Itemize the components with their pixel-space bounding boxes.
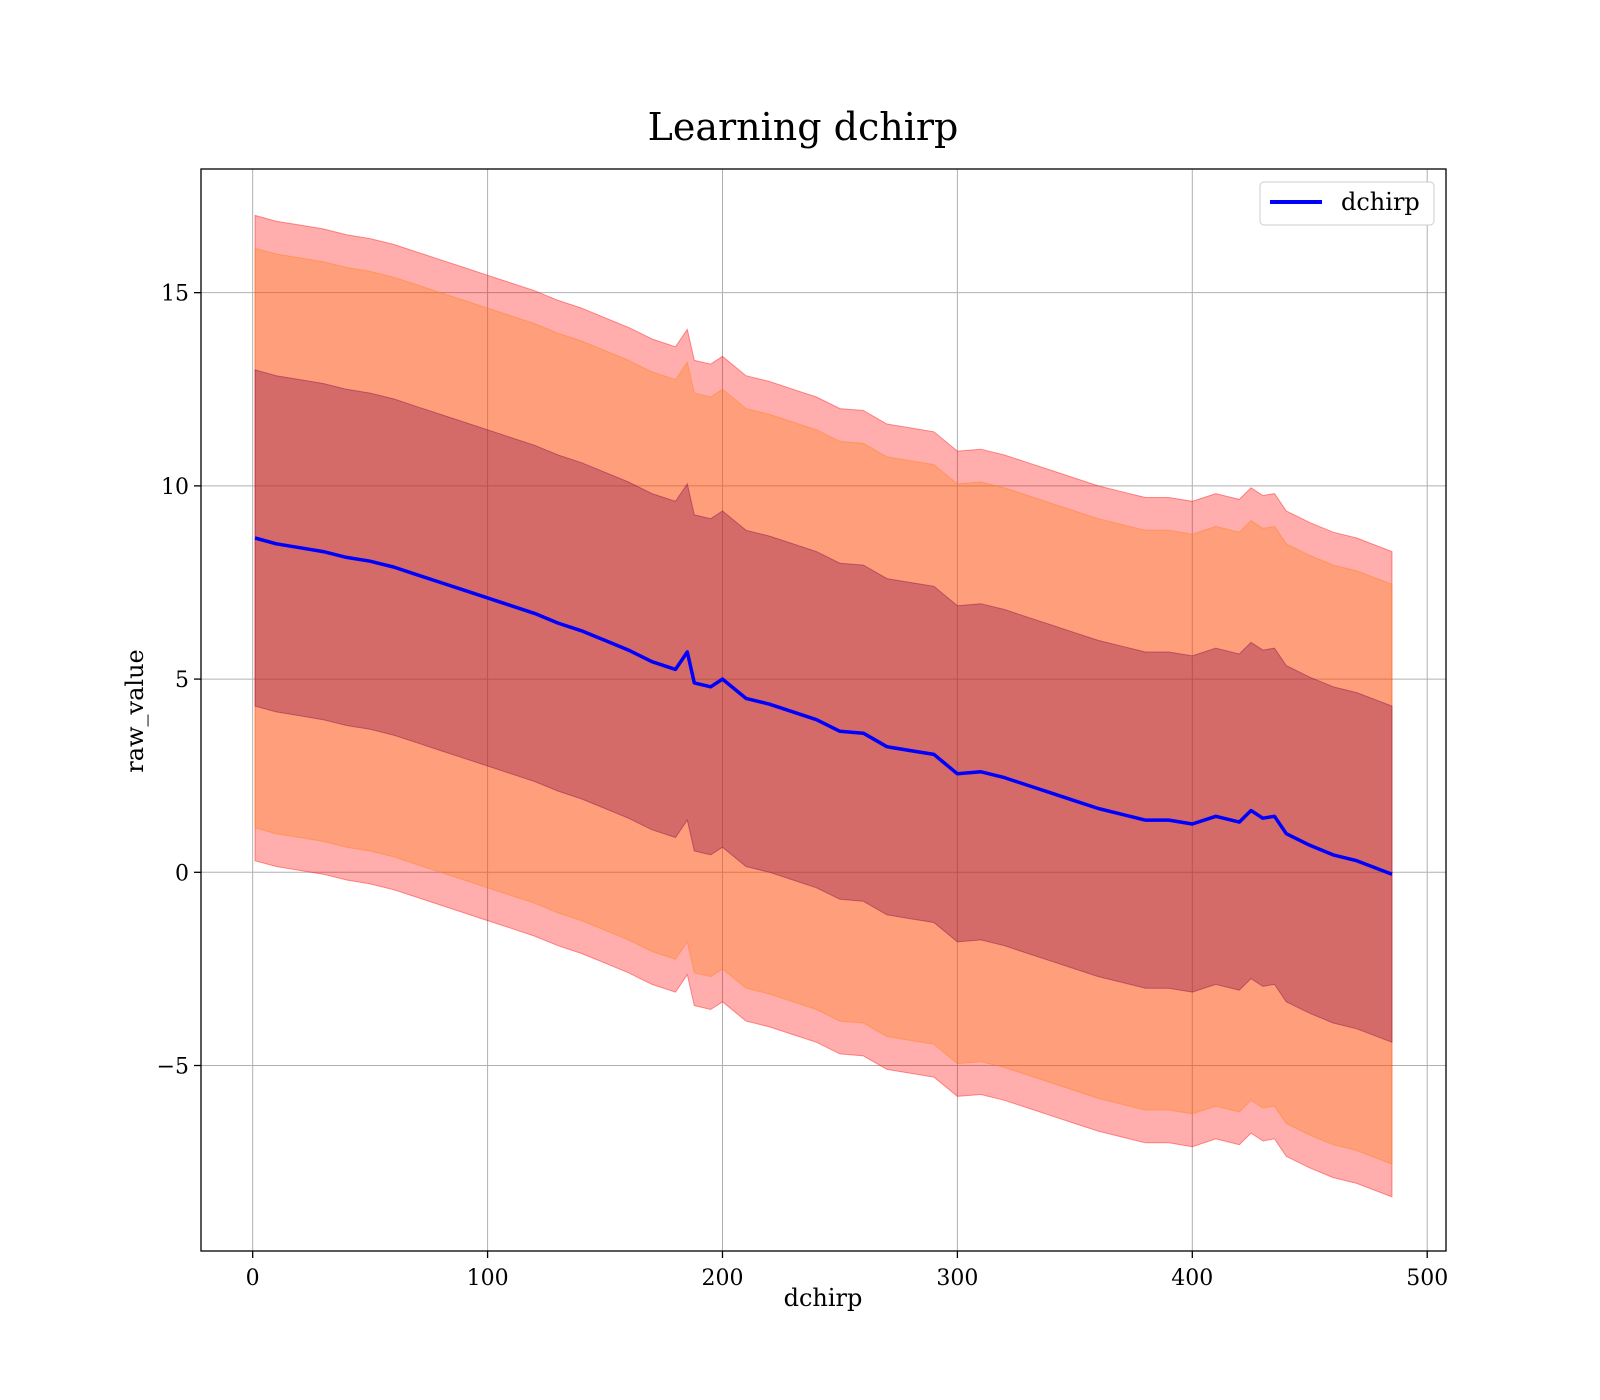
- plot-frame: [200, 168, 1447, 1252]
- y-tick-label-0: −5: [157, 1055, 189, 1080]
- y-tick-label-3: 10: [161, 475, 189, 500]
- std-band-2: [254, 247, 1393, 1165]
- x-tick-label-2: 200: [701, 1266, 743, 1291]
- grid: [201, 169, 1446, 1251]
- std-bands: [254, 214, 1393, 1198]
- y-tick-label-4: 15: [161, 282, 189, 307]
- std-band-1: [254, 369, 1393, 1044]
- x-tick-label-4: 400: [1171, 1266, 1213, 1291]
- x-tick-label-3: 300: [936, 1266, 978, 1291]
- y-tick-label-1: 0: [175, 861, 189, 886]
- y-axis: −5 0 5 10 15: [157, 282, 201, 1080]
- x-axis-label: dchirp: [784, 1284, 863, 1312]
- series-lines: [254, 536, 1393, 876]
- x-tick-label-1: 100: [467, 1266, 509, 1291]
- chart-title: Learning dchirp: [648, 105, 959, 149]
- y-tick-label-2: 5: [175, 668, 189, 693]
- legend-box: [1259, 181, 1435, 226]
- legend: dchirp: [1259, 181, 1435, 226]
- x-axis: 0 100 200 300 400 500: [246, 1251, 1448, 1291]
- x-tick-label-0: 0: [246, 1266, 260, 1291]
- series-line-dchirp: [254, 536, 1393, 876]
- x-tick-label-5: 500: [1406, 1266, 1448, 1291]
- legend-label-dchirp: dchirp: [1341, 188, 1420, 216]
- std-band-3: [254, 214, 1393, 1198]
- y-axis-label: raw_value: [121, 649, 149, 773]
